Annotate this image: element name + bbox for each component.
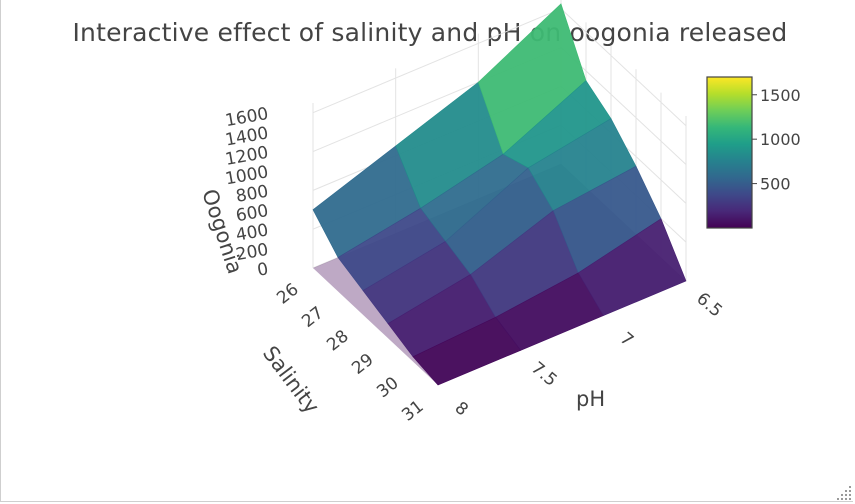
y-tick-label: 8 [451,398,472,420]
colorbar-tick-label: 500 [760,175,791,194]
y-axis-title: pH [576,387,605,411]
surface-layer [312,3,687,386]
gridline-z [560,8,687,127]
y-tick-label: 7.5 [527,358,561,391]
x-tick-label: 27 [298,303,327,332]
x-tick-label: 29 [348,350,377,379]
surface-patch [577,218,687,317]
x-tick-label: 31 [398,397,427,426]
x-tick-label: 28 [323,326,352,355]
colorbar-tick-label: 1000 [760,130,801,149]
colorbar-tick-label: 1500 [760,86,801,105]
resize-grip-icon[interactable] [831,480,853,502]
z-tick-label: 0 [256,259,270,281]
gridline-z [312,8,562,114]
y-tick-label: 7 [616,329,637,351]
x-tick-label: 30 [373,373,402,402]
x-tick-label: 26 [273,280,302,309]
colorbar-rect [706,76,753,229]
chart-title: Interactive effect of salinity and pH on… [72,18,788,47]
colorbar-ticks: 500 1000 1500 [752,86,801,194]
y-tick-label: 6.5 [692,289,726,322]
colorbar: 500 1000 1500 [706,76,801,229]
x-axis-title: Salinity [258,342,324,418]
